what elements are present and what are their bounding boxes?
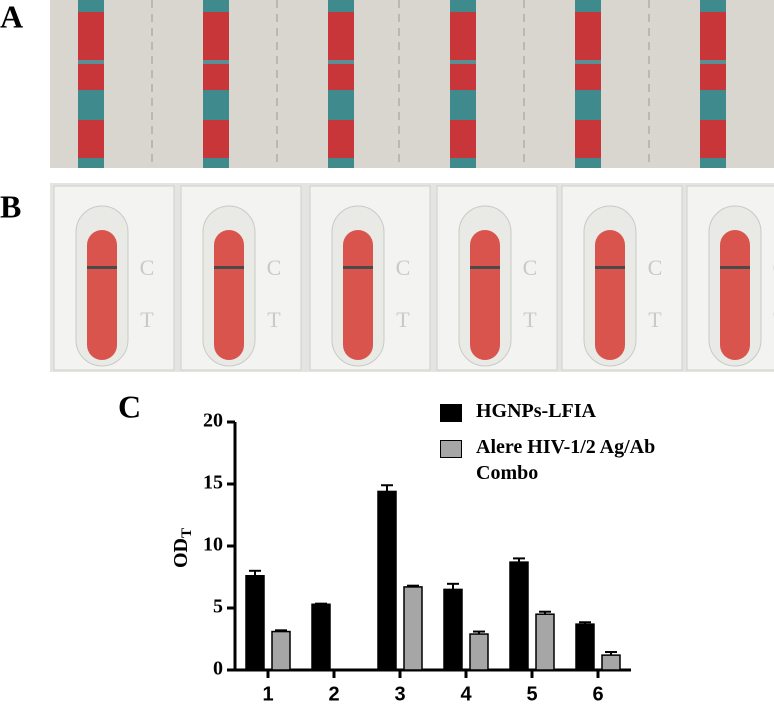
strip-top: [78, 0, 104, 12]
legend: HGNPs-LFIA Alere HIV-1/2 Ag/Ab Combo: [440, 398, 666, 496]
y-tick-label: 20: [203, 410, 223, 432]
strip-line: [575, 60, 601, 64]
test-line: [214, 266, 244, 269]
cassette-label: C: [267, 255, 282, 280]
strip-top: [575, 0, 601, 12]
legend-text: HGNPs-LFIA: [476, 400, 596, 422]
window: [87, 230, 117, 360]
y-tick-label: 10: [203, 534, 223, 556]
legend-text: Alere HIV-1/2 Ag/Ab Combo: [476, 436, 656, 484]
strip-bottom: [78, 158, 104, 168]
cassette-label: C: [523, 255, 538, 280]
bar: [601, 654, 621, 671]
cassette-label: T: [267, 307, 281, 332]
bar: [575, 623, 595, 671]
bar: [377, 490, 397, 671]
window: [214, 230, 244, 360]
panel-label: B: [0, 188, 21, 224]
bar: [535, 613, 555, 671]
y-tick-label: 15: [203, 472, 223, 494]
window: [343, 230, 373, 360]
strip: [450, 0, 476, 168]
y-label-sub: T: [179, 528, 195, 538]
test-line: [720, 266, 750, 269]
strip: [203, 0, 229, 168]
cassette-label: T: [648, 307, 662, 332]
strip-bottom: [575, 158, 601, 168]
y-label: OD: [170, 538, 192, 568]
strip: [700, 0, 726, 168]
x-tick-label: 3: [394, 683, 405, 705]
strip-line: [450, 60, 476, 64]
x-tick-label: 4: [460, 683, 472, 705]
strip-label: [450, 90, 476, 120]
strip-label: [328, 90, 354, 120]
cassette-label: T: [140, 307, 154, 332]
strip-bottom: [203, 158, 229, 168]
strip-top: [700, 0, 726, 12]
strip-bottom: [328, 158, 354, 168]
test-line: [470, 266, 500, 269]
strip-line: [78, 60, 104, 64]
window: [470, 230, 500, 360]
strip-line: [700, 60, 726, 64]
y-tick-label: 0: [213, 658, 223, 680]
bar: [443, 588, 463, 671]
bar: [311, 603, 331, 671]
bar: [245, 575, 265, 671]
cassette-label: T: [396, 307, 410, 332]
strip-top: [203, 0, 229, 12]
test-line: [595, 266, 625, 269]
window: [720, 230, 750, 360]
x-tick-label: 6: [592, 683, 603, 705]
test-line: [87, 266, 117, 269]
legend-swatch: [440, 440, 462, 458]
strip-bottom: [700, 158, 726, 168]
legend-item: Alere HIV-1/2 Ag/Ab Combo: [440, 434, 666, 486]
strip-top: [328, 0, 354, 12]
bar: [509, 561, 529, 671]
cassette-label: C: [648, 255, 663, 280]
x-tick-label: 2: [328, 683, 339, 705]
bar: [469, 633, 489, 671]
window: [595, 230, 625, 360]
y-tick-label: 5: [213, 596, 223, 618]
x-tick-label: 5: [526, 683, 537, 705]
panel-label: C: [118, 388, 141, 424]
strip-label: [575, 90, 601, 120]
strip: [78, 0, 104, 168]
strip: [328, 0, 354, 168]
photo-strips: [50, 0, 774, 168]
cassette-label: C: [140, 255, 155, 280]
bar: [271, 630, 291, 671]
strip-top: [450, 0, 476, 12]
y-axis-label: ODT: [170, 528, 196, 568]
x-tick-label: 1: [262, 683, 273, 705]
cassette-label: C: [773, 255, 774, 280]
legend-item: HGNPs-LFIA: [440, 398, 666, 424]
strip-label: [700, 90, 726, 120]
strip-label: [203, 90, 229, 120]
strip-bottom: [450, 158, 476, 168]
strip: [575, 0, 601, 168]
bar: [403, 586, 423, 671]
cassette-label: C: [396, 255, 411, 280]
legend-swatch: [440, 404, 462, 422]
strip-line: [203, 60, 229, 64]
strip-line: [328, 60, 354, 64]
strip-label: [78, 90, 104, 120]
cassette-label: T: [523, 307, 537, 332]
panel-label: A: [0, 0, 23, 34]
test-line: [343, 266, 373, 269]
